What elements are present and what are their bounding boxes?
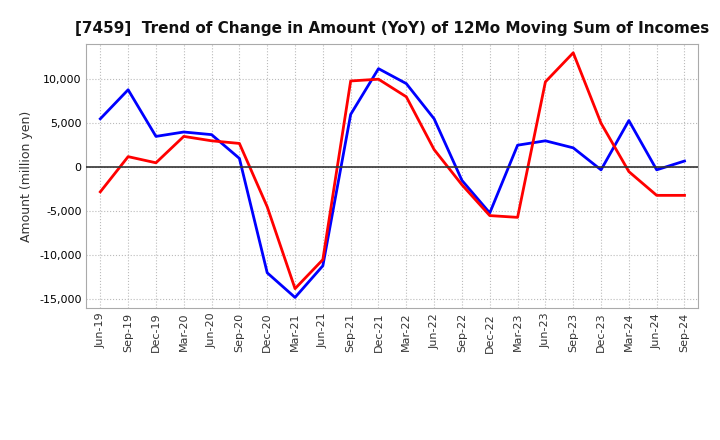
Ordinary Income xyxy=(179,129,188,135)
Net Income xyxy=(597,121,606,126)
Ordinary Income xyxy=(152,134,161,139)
Ordinary Income xyxy=(652,167,661,172)
Ordinary Income xyxy=(235,156,243,161)
Net Income xyxy=(680,193,689,198)
Net Income xyxy=(402,94,410,99)
Ordinary Income xyxy=(263,270,271,275)
Net Income xyxy=(318,257,327,262)
Net Income xyxy=(541,79,550,84)
Ordinary Income xyxy=(402,81,410,86)
Ordinary Income xyxy=(207,132,216,137)
Ordinary Income xyxy=(680,158,689,164)
Ordinary Income xyxy=(597,167,606,172)
Net Income xyxy=(569,50,577,55)
Line: Net Income: Net Income xyxy=(100,53,685,289)
Ordinary Income xyxy=(318,263,327,268)
Ordinary Income xyxy=(124,87,132,92)
Net Income xyxy=(485,213,494,218)
Ordinary Income xyxy=(569,145,577,150)
Y-axis label: Amount (million yen): Amount (million yen) xyxy=(20,110,34,242)
Net Income xyxy=(179,134,188,139)
Net Income xyxy=(152,160,161,165)
Ordinary Income xyxy=(291,295,300,300)
Ordinary Income xyxy=(430,116,438,121)
Net Income xyxy=(430,147,438,152)
Net Income xyxy=(652,193,661,198)
Net Income xyxy=(624,169,633,174)
Line: Ordinary Income: Ordinary Income xyxy=(100,69,685,297)
Ordinary Income xyxy=(96,116,104,121)
Net Income xyxy=(207,138,216,143)
Net Income xyxy=(291,286,300,291)
Ordinary Income xyxy=(458,178,467,183)
Net Income xyxy=(513,215,522,220)
Ordinary Income xyxy=(513,143,522,148)
Ordinary Income xyxy=(624,118,633,123)
Net Income xyxy=(374,77,383,82)
Net Income xyxy=(458,182,467,187)
Net Income xyxy=(124,154,132,159)
Ordinary Income xyxy=(485,210,494,216)
Net Income xyxy=(263,204,271,209)
Ordinary Income xyxy=(541,138,550,143)
Net Income xyxy=(346,78,355,84)
Title: [7459]  Trend of Change in Amount (YoY) of 12Mo Moving Sum of Incomes: [7459] Trend of Change in Amount (YoY) o… xyxy=(76,21,709,36)
Ordinary Income xyxy=(374,66,383,71)
Ordinary Income xyxy=(346,112,355,117)
Net Income xyxy=(235,141,243,146)
Net Income xyxy=(96,189,104,194)
